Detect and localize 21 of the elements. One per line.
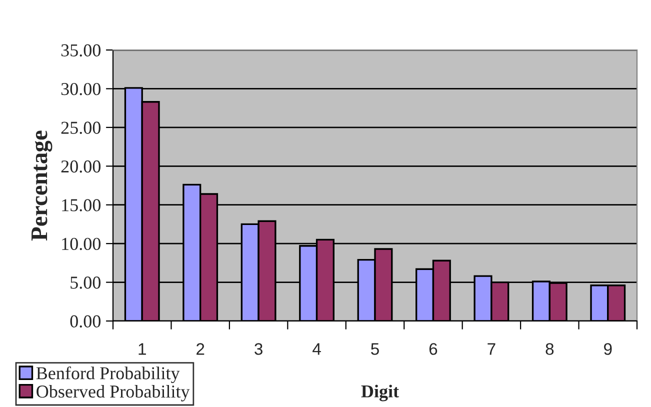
y-tick-label: 30.00 — [61, 82, 101, 96]
x-tick-label: 3 — [254, 343, 262, 355]
x-tick-label: 5 — [371, 343, 379, 355]
x-tick-label: 7 — [488, 343, 496, 355]
legend-label: Benford Probability — [36, 366, 180, 384]
x-axis-title: Digit — [361, 384, 399, 402]
y-tick-label: 10.00 — [62, 238, 101, 250]
x-tick-label: 4 — [312, 343, 321, 355]
y-tick-label: 25.00 — [61, 122, 101, 134]
x-tick-label: 8 — [546, 343, 554, 355]
y-tick-label: 35.00 — [61, 44, 101, 57]
x-tick-label: 2 — [196, 343, 204, 355]
y-tick-label: 0.00 — [70, 315, 101, 328]
legend-label: Observed Probability — [36, 384, 190, 402]
x-tick-label: 1 — [138, 343, 146, 355]
y-axis-title: Percentage — [32, 130, 52, 241]
y-tick-label: 20.00 — [61, 160, 101, 173]
y-tick-label: 5.00 — [70, 276, 101, 289]
x-tick-label: 9 — [604, 343, 612, 355]
y-tick-label: 15.00 — [62, 199, 101, 212]
x-tick-label: 6 — [429, 343, 438, 355]
